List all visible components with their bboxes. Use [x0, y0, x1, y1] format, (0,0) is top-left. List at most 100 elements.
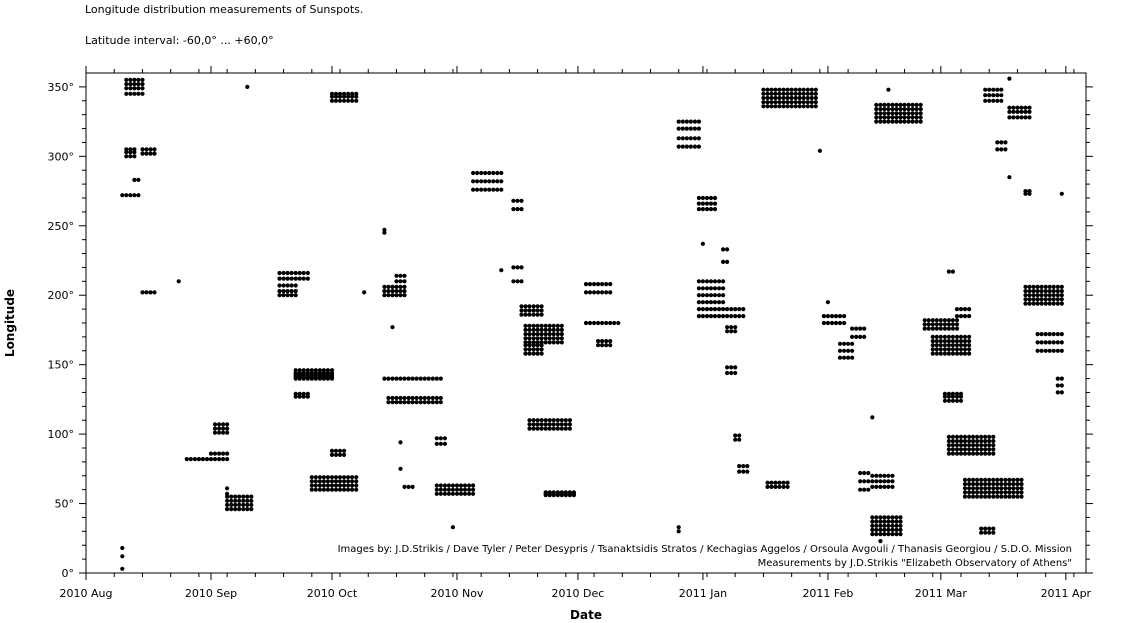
- sunspot-point: [886, 102, 891, 107]
- sunspot-point: [438, 395, 443, 401]
- sunspot-point: [616, 320, 621, 326]
- sunspot-point: [765, 91, 770, 96]
- sunspot-point: [1023, 297, 1028, 302]
- sunspot-point: [1055, 340, 1060, 345]
- sunspot-point: [809, 100, 814, 105]
- sunspot-point: [124, 77, 129, 82]
- sunspot-point: [515, 279, 520, 284]
- sunspot-point: [1055, 301, 1060, 306]
- sunspot-point: [712, 207, 718, 212]
- sunspot-point: [777, 484, 782, 489]
- sunspot-point: [906, 102, 911, 107]
- chart-subtitle: Latitude interval: -60,0° ... +60,0°: [85, 34, 274, 47]
- sunspot-point: [858, 334, 863, 339]
- sunspot-point: [136, 177, 141, 182]
- sunspot-point: [983, 490, 988, 495]
- sunspot-point: [850, 348, 855, 353]
- sunspot-point: [725, 325, 730, 330]
- sunspot-point: [987, 494, 992, 499]
- sunspot-point: [890, 115, 895, 120]
- sunspot-point: [132, 82, 137, 87]
- sunspot-point: [285, 276, 290, 281]
- sunspot-point: [741, 307, 746, 312]
- sunspot-point: [414, 400, 419, 405]
- sunspot-point: [1003, 140, 1008, 145]
- sunspot-point: [325, 475, 330, 480]
- sunspot-point: [991, 434, 996, 439]
- sunspot-point: [777, 95, 782, 101]
- sunspot-point: [446, 487, 451, 492]
- sunspot-point: [862, 326, 867, 331]
- sunspot-point: [890, 479, 895, 484]
- sunspot-point: [942, 334, 948, 339]
- sunspot-point: [1043, 301, 1048, 306]
- sunspot-point: [962, 486, 968, 491]
- sunspot-point: [249, 494, 254, 499]
- sunspot-point: [1047, 301, 1052, 306]
- sunspot-point: [1051, 340, 1056, 345]
- sunspot-point: [245, 84, 250, 89]
- sunspot-point: [342, 452, 347, 457]
- sunspot-point: [950, 318, 956, 323]
- sunspot-point: [1051, 301, 1056, 306]
- sunspot-point: [983, 526, 988, 531]
- sunspot-point: [1023, 109, 1028, 114]
- sunspot-point: [967, 351, 972, 356]
- sunspot-point: [874, 102, 879, 107]
- sunspot-point: [696, 307, 702, 312]
- sunspot-point: [967, 339, 972, 344]
- sunspot-point: [874, 515, 879, 520]
- sunspot-point: [954, 451, 960, 456]
- sunspot-point: [882, 484, 887, 489]
- sunspot-point: [535, 418, 540, 423]
- sunspot-point: [874, 484, 879, 489]
- sunspot-point: [277, 283, 282, 288]
- sunspot-point: [850, 326, 855, 331]
- sunspot-point: [975, 490, 980, 495]
- sunspot-point: [886, 115, 891, 120]
- sunspot-point: [809, 95, 814, 101]
- sunspot-point: [914, 115, 919, 120]
- sunspot-point: [527, 422, 532, 427]
- sunspot-point: [704, 286, 710, 291]
- sunspot-point: [225, 422, 230, 427]
- sunspot-point: [979, 477, 984, 482]
- sunspot-point: [535, 312, 540, 317]
- sunspot-point: [608, 339, 613, 344]
- sunspot-point: [539, 418, 544, 423]
- sunspot-point: [563, 426, 568, 431]
- sunspot-point: [531, 422, 536, 427]
- sunspot-point: [954, 307, 960, 312]
- sunspot-point: [777, 100, 782, 105]
- sunspot-point: [890, 111, 895, 116]
- sunspot-point: [317, 483, 322, 488]
- sunspot-point: [817, 148, 823, 153]
- sunspot-point: [442, 487, 447, 492]
- sunspot-point: [535, 422, 540, 427]
- sunspot-point: [805, 100, 810, 105]
- sunspot-point: [950, 269, 956, 274]
- sunspot-point: [402, 273, 407, 278]
- sunspot-point: [245, 502, 250, 507]
- sunspot-point: [523, 347, 528, 352]
- sunspot-point: [394, 395, 399, 401]
- sunspot-point: [733, 365, 738, 370]
- sunspot-point: [567, 422, 573, 427]
- sunspot-point: [555, 426, 560, 431]
- sunspot-point: [551, 336, 556, 341]
- sunspot-point: [148, 147, 153, 152]
- sunspot-point: [733, 329, 738, 334]
- sunspot-point: [559, 426, 564, 431]
- sunspot-point: [136, 86, 141, 91]
- sunspot-point: [1035, 340, 1040, 345]
- sunspot-point: [152, 147, 157, 152]
- sunspot-point: [354, 475, 359, 480]
- sunspot-point: [999, 494, 1004, 499]
- sunspot-point: [1027, 301, 1032, 306]
- sunspot-point: [587, 282, 593, 287]
- sunspot-point: [297, 391, 302, 396]
- sunspot-point: [789, 87, 794, 92]
- sunspot-point: [946, 447, 952, 452]
- sunspot-point: [426, 395, 431, 401]
- sunspot-point: [954, 314, 960, 319]
